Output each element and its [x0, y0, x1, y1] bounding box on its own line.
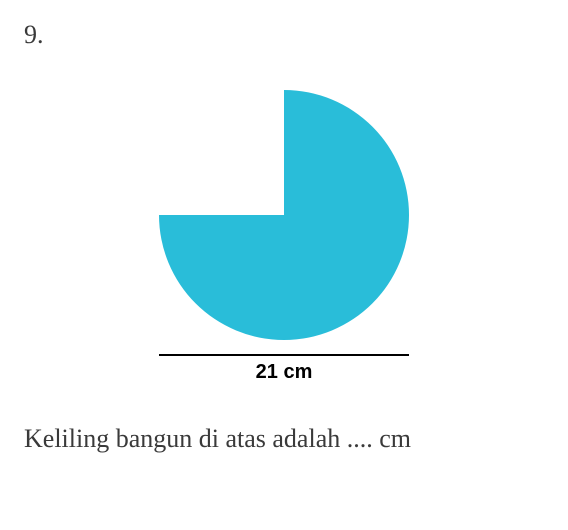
question-number: 9. [24, 20, 544, 50]
dimension-label: 21 cm [256, 361, 313, 384]
dimension-line [159, 353, 409, 357]
three-quarter-circle-shape [139, 70, 429, 345]
figure-container: 21 cm [24, 70, 544, 384]
question-text: Keliling bangun di atas adalah .... cm [24, 424, 544, 454]
